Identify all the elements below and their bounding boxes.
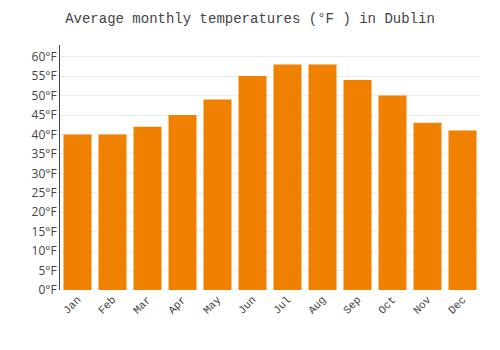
svg-text:Nov: Nov: [411, 294, 434, 317]
svg-text:40°F: 40°F: [32, 126, 57, 143]
svg-text:60°F: 60°F: [32, 48, 57, 65]
svg-text:Average monthly temperatures (: Average monthly temperatures (°F ) in Du…: [65, 11, 435, 27]
svg-text:Sep: Sep: [341, 294, 363, 316]
svg-text:Mar: Mar: [131, 294, 153, 316]
svg-text:25°F: 25°F: [32, 184, 57, 201]
svg-text:35°F: 35°F: [32, 145, 57, 162]
svg-text:15°F: 15°F: [32, 223, 57, 240]
svg-text:Jun: Jun: [236, 294, 258, 316]
svg-text:5°F: 5°F: [38, 262, 56, 279]
svg-text:55°F: 55°F: [32, 67, 57, 84]
svg-text:20°F: 20°F: [32, 203, 57, 220]
svg-text:10°F: 10°F: [32, 242, 57, 259]
svg-text:Jul: Jul: [271, 294, 293, 316]
svg-text:50°F: 50°F: [32, 87, 57, 104]
svg-text:Jan: Jan: [61, 294, 83, 316]
svg-text:May: May: [201, 294, 224, 317]
svg-text:Dec: Dec: [446, 294, 468, 316]
svg-text:30°F: 30°F: [32, 165, 57, 182]
svg-text:45°F: 45°F: [32, 106, 57, 123]
svg-text:0°F: 0°F: [38, 281, 56, 298]
svg-text:Aug: Aug: [306, 294, 328, 316]
svg-text:Feb: Feb: [96, 294, 118, 316]
svg-text:Apr: Apr: [166, 294, 188, 316]
svg-text:Oct: Oct: [376, 294, 398, 316]
